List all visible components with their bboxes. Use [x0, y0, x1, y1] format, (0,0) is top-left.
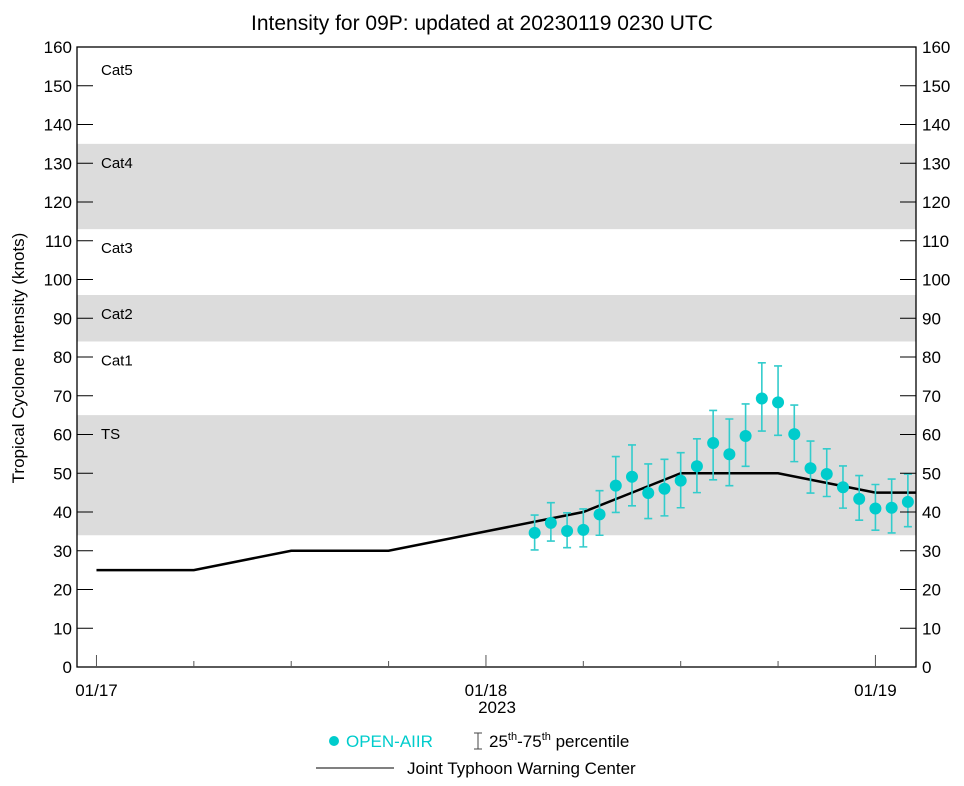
- legend-percentile-label: 25th-75th percentile: [489, 731, 629, 751]
- legend: OPEN-AIIR 25th-75th percentile Joint Typ…: [316, 731, 636, 778]
- x-tick-label: 01/17: [75, 681, 118, 700]
- y-tick-label-left: 30: [53, 542, 72, 561]
- open-aiir-point: [561, 524, 574, 537]
- open-aiir-point: [642, 487, 655, 500]
- band-label-cat1: Cat1: [101, 353, 133, 370]
- open-aiir-point: [577, 523, 590, 536]
- plot-frame: [76, 46, 917, 668]
- y-tick-label-left: 0: [63, 658, 72, 677]
- y-tick-label-left: 90: [53, 309, 72, 328]
- band-cat4: [77, 143, 916, 230]
- y-tick-label-left: 120: [44, 193, 72, 212]
- open-aiir-point: [901, 495, 914, 508]
- y-tick-label-right: 140: [922, 116, 950, 135]
- open-aiir-point: [820, 468, 833, 481]
- open-aiir-point: [755, 392, 768, 405]
- open-aiir-point: [690, 460, 703, 473]
- y-tick-label-right: 110: [922, 232, 949, 251]
- y-tick-label-right: 160: [922, 38, 950, 57]
- y-tick-label-left: 100: [44, 271, 72, 290]
- open-aiir-point: [528, 526, 541, 539]
- y-tick-label-left: 60: [53, 426, 72, 445]
- legend-open-aiir-marker: [329, 736, 339, 746]
- open-aiir-point: [658, 482, 671, 495]
- y-tick-label-left: 130: [44, 154, 72, 173]
- open-aiir-point: [739, 430, 752, 443]
- y-tick-label-left: 40: [53, 503, 72, 522]
- open-aiir-point: [853, 492, 866, 505]
- chart-title: Intensity for 09P: updated at 20230119 0…: [251, 12, 713, 35]
- band-cat2: [77, 295, 916, 342]
- category-labels: TS Cat1 Cat2 Cat3 Cat4 Cat5: [101, 62, 133, 443]
- y-tick-label-left: 70: [53, 387, 72, 406]
- open-aiir-point: [626, 470, 639, 483]
- y-tick-label-right: 100: [922, 271, 950, 290]
- y-tick-label-left: 150: [44, 77, 72, 96]
- y-tick-label-right: 80: [922, 348, 941, 367]
- y-tick-label-right: 20: [922, 581, 941, 600]
- band-label-cat3: Cat3: [101, 240, 133, 257]
- y-tick-label-left: 140: [44, 116, 72, 135]
- open-aiir-point: [593, 508, 606, 521]
- y-tick-label-right: 50: [922, 464, 941, 483]
- legend-jtwc-label: Joint Typhoon Warning Center: [407, 759, 636, 778]
- y-tick-label-left: 50: [53, 464, 72, 483]
- open-aiir-point: [707, 437, 720, 450]
- band-label-cat5: Cat5: [101, 62, 133, 79]
- y-tick-label-right: 90: [922, 309, 941, 328]
- y-tick-label-left: 20: [53, 581, 72, 600]
- band-label-cat2: Cat2: [101, 306, 133, 323]
- y-axis-label: Tropical Cyclone Intensity (knots): [9, 233, 28, 484]
- open-aiir-series: [528, 362, 914, 551]
- y-tick-label-right: 60: [922, 426, 941, 445]
- x-tick-label: 01/18: [465, 681, 508, 700]
- y-tick-label-left: 10: [53, 619, 72, 638]
- open-aiir-point: [609, 479, 622, 492]
- open-aiir-point: [869, 502, 882, 515]
- x-tick-label: 01/19: [854, 681, 897, 700]
- legend-errorbar-icon: [474, 732, 482, 750]
- x-axis-year-label: 2023: [478, 698, 516, 717]
- band-label-cat4: Cat4: [101, 155, 133, 172]
- open-aiir-point: [836, 481, 849, 494]
- y-tick-label-left: 160: [44, 38, 72, 57]
- legend-open-aiir-label: OPEN-AIIR: [346, 732, 433, 751]
- y-tick-label-right: 40: [922, 503, 941, 522]
- y-tick-label-left: 110: [45, 232, 72, 251]
- open-aiir-point: [723, 448, 736, 461]
- open-aiir-point: [885, 501, 898, 514]
- open-aiir-point: [772, 396, 785, 409]
- y-tick-label-right: 0: [922, 658, 931, 677]
- y-tick-label-right: 150: [922, 77, 950, 96]
- open-aiir-point: [804, 462, 817, 475]
- axes: 0 0 10 10 20 20 30 30 40 40 50 50 60 60 70 70 80 80 90 90 10…: [44, 38, 951, 700]
- y-tick-label-right: 120: [922, 193, 950, 212]
- band-label-ts: TS: [101, 426, 120, 443]
- open-aiir-point: [544, 516, 557, 529]
- y-tick-label-right: 10: [922, 619, 941, 638]
- open-aiir-point: [674, 474, 687, 487]
- y-tick-label-right: 130: [922, 154, 950, 173]
- open-aiir-point: [788, 428, 801, 441]
- y-tick-label-right: 30: [922, 542, 941, 561]
- y-tick-label-right: 70: [922, 387, 941, 406]
- y-tick-label-left: 80: [53, 348, 72, 367]
